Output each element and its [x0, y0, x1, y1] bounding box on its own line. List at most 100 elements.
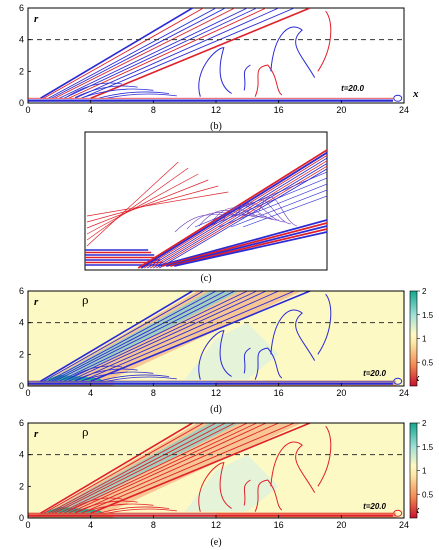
fan-contour — [63, 291, 257, 382]
fan-contour — [54, 8, 236, 99]
colorbar-tick-label: 1 — [422, 335, 427, 344]
panel-b-xlabel: x — [412, 88, 419, 100]
panel-e-time-label: t=20.0 — [363, 502, 386, 511]
y-tick-label: 6 — [19, 286, 24, 296]
panel-d-variable: ρ — [82, 292, 89, 307]
oblique-contour — [159, 168, 327, 269]
oblique-contour — [156, 165, 327, 269]
mixing-contour — [234, 202, 286, 223]
wave-loop-contour — [243, 347, 251, 374]
lower-oblique-contour — [158, 219, 327, 267]
y-tick-label: 2 — [19, 66, 24, 76]
x-tick-label: 16 — [274, 388, 284, 398]
x-tick-label: 4 — [88, 388, 93, 398]
jet-head-contour — [393, 94, 403, 102]
y-tick-label: 6 — [19, 418, 24, 428]
y-tick-label: 2 — [19, 349, 24, 359]
fan-contour — [48, 8, 217, 99]
wave-loop-contour — [317, 10, 332, 72]
branch-contour — [74, 368, 138, 381]
panel-d-colorbar-ticks: 2 1.5 1 0.5 — [417, 287, 434, 367]
y-tick-label: 0 — [19, 381, 24, 391]
fan-contour — [63, 8, 257, 99]
fan-contour — [51, 423, 226, 514]
panel-d-contours — [28, 291, 403, 385]
branch-contour — [66, 365, 123, 381]
wave-loop-contour — [254, 479, 283, 512]
lower-oblique-contour — [174, 231, 327, 267]
fan-contour — [54, 423, 236, 514]
colorbar-tick-label: 1.5 — [422, 443, 434, 452]
wave-loop-contour — [270, 441, 316, 493]
fan-contour — [59, 423, 248, 514]
fan-contour — [43, 423, 204, 514]
x-tick-label: 0 — [25, 520, 30, 530]
wave-loop-contour — [243, 479, 251, 506]
thin-contour — [218, 183, 327, 228]
lower-oblique-contour — [166, 225, 327, 267]
branch-contour — [106, 508, 177, 514]
branch-contour — [82, 371, 154, 381]
colorbar-tick-label: 0.5 — [422, 490, 434, 499]
panel-d-ylabel: r — [34, 296, 39, 308]
thin-contour — [242, 195, 327, 228]
x-tick-label: 24 — [399, 388, 409, 398]
panel-c-zoom-plot: (c) — [84, 131, 328, 284]
panel-e-ylabel: r — [34, 428, 39, 440]
wave-loop-contour — [198, 462, 232, 512]
fan-contour — [48, 291, 217, 382]
panel-b-ylabel: r — [34, 13, 39, 25]
x-tick-label: 4 — [88, 105, 93, 115]
panel-e-caption: (e) — [210, 537, 221, 548]
upstream-contour — [86, 191, 229, 217]
y-tick-label: 6 — [19, 3, 24, 13]
lower-oblique-contour — [170, 228, 327, 267]
colorbar-tick-label: 1.5 — [422, 311, 434, 320]
x-tick-label: 8 — [151, 105, 156, 115]
fan-contour — [90, 423, 311, 514]
panel-c-contours — [85, 149, 327, 269]
panel-d-colorbar — [409, 290, 418, 387]
x-tick-label: 12 — [211, 520, 221, 530]
fan-contour — [40, 423, 193, 514]
y-tick-label: 4 — [19, 450, 24, 460]
colorbar-tick-label: 2 — [422, 419, 427, 428]
upstream-contour — [86, 179, 209, 229]
wave-loop-contour — [198, 47, 232, 97]
wave-loop-contour — [254, 347, 283, 380]
branch-contour — [98, 91, 170, 99]
fan-contour — [40, 8, 193, 99]
wave-loop-contour — [317, 293, 332, 355]
branch-contour — [106, 93, 177, 99]
mixing-contour — [174, 211, 256, 233]
x-tick-label: 20 — [336, 520, 346, 530]
oblique-contour — [153, 163, 327, 269]
density-shock-region — [184, 322, 279, 380]
panel-d-time-label: t=20.0 — [363, 369, 386, 378]
fan-contour — [43, 8, 204, 99]
panel-e-variable: ρ — [82, 424, 89, 439]
panel-e-contours — [28, 423, 403, 517]
jet-head-contour — [393, 377, 403, 385]
lower-oblique-contour — [162, 222, 327, 267]
upstream-contour — [86, 167, 189, 241]
x-tick-label: 8 — [151, 520, 156, 530]
y-tick-label: 2 — [19, 481, 24, 491]
density-shock-region — [184, 454, 279, 512]
x-tick-label: 24 — [399, 520, 409, 530]
upstream-contour — [86, 185, 219, 223]
colorbar-tick-label: 2 — [422, 287, 427, 296]
y-tick-label: 0 — [19, 513, 24, 523]
fan-contour — [59, 8, 248, 99]
x-tick-label: 20 — [336, 105, 346, 115]
panel-e-colorbar-ticks: 2 1.5 1 0.5 — [417, 419, 434, 499]
branch-contour — [66, 82, 123, 98]
x-tick-label: 4 — [88, 520, 93, 530]
branch-contour — [82, 503, 154, 513]
panel-b-contours — [28, 8, 403, 102]
fan-contour — [54, 291, 236, 382]
